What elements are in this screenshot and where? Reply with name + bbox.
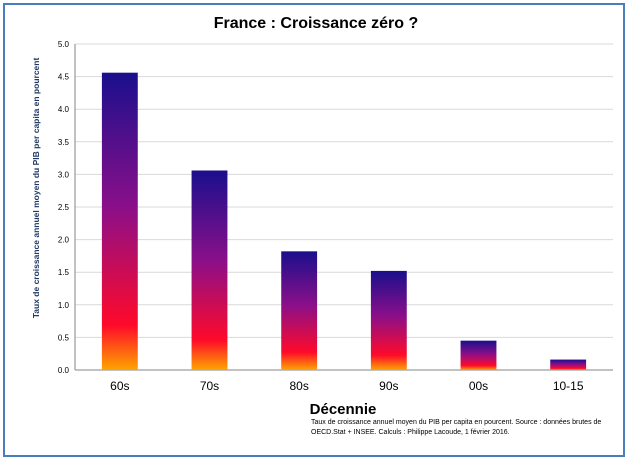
x-tick-label: 90s <box>379 379 398 393</box>
x-tick-label: 80s <box>289 379 308 393</box>
x-tick-label: 60s <box>110 379 129 393</box>
chart-title: France : Croissance zéro ? <box>214 15 419 32</box>
x-axis-label: Décennie <box>310 401 377 418</box>
bar-80s <box>281 251 318 370</box>
x-axis-ticks: 60s 70s 80s 90s 00s 10-15 <box>110 379 584 393</box>
y-axis-label: Taux de croissance annuel moyen du PIB p… <box>31 58 41 319</box>
x-tick-label: 10-15 <box>553 379 584 393</box>
bar-10-15 <box>550 359 587 370</box>
bar-90s <box>370 270 407 370</box>
bars <box>101 72 587 371</box>
x-tick-label: 70s <box>200 379 219 393</box>
y-tick-label: 0.0 <box>58 366 70 375</box>
y-tick-label: 2.5 <box>58 203 70 212</box>
source-note: Taux de croissance annuel moyen du PIB p… <box>311 419 602 436</box>
y-tick-label: 1.5 <box>58 268 70 277</box>
gridlines <box>74 43 613 371</box>
y-tick-label: 1.0 <box>58 301 70 310</box>
x-tick-label: 00s <box>469 379 488 393</box>
y-tick-label: 3.5 <box>58 138 70 147</box>
y-tick-label: 4.0 <box>58 105 70 114</box>
bar-70s <box>191 170 228 370</box>
y-tick-label: 3.0 <box>58 170 70 179</box>
y-tick-label: 5.0 <box>58 40 70 49</box>
bar-00s <box>460 340 497 370</box>
y-tick-label: 2.0 <box>58 236 70 245</box>
y-tick-label: 4.5 <box>58 73 70 82</box>
bar-60s <box>101 72 138 371</box>
y-axis-ticks: 0.0 0.5 1.0 1.5 2.0 2.5 3.0 3.5 4.0 4.5 5.0 <box>58 40 70 375</box>
y-tick-label: 0.5 <box>58 333 70 342</box>
